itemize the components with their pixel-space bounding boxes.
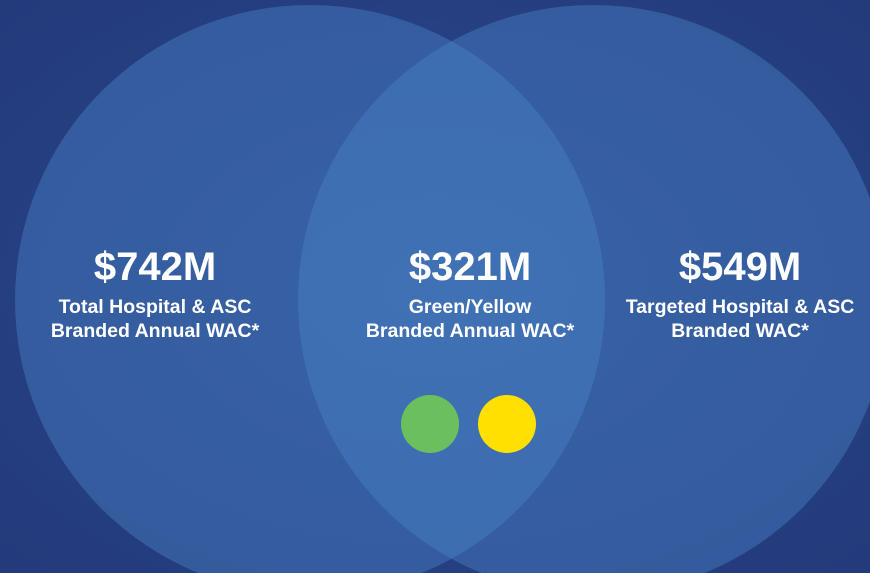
yellow-dot [478, 395, 536, 453]
center-label: Branded Annual WAC* [366, 320, 575, 342]
right-label: Branded WAC* [671, 320, 809, 342]
center-value: $321M [409, 245, 531, 289]
green-dot [401, 395, 459, 453]
left-label: Branded Annual WAC* [51, 320, 260, 342]
left-value: $742M [94, 245, 216, 289]
left-label: Total Hospital & ASC [59, 296, 252, 318]
right-label: Targeted Hospital & ASC [626, 296, 855, 318]
right-value: $549M [679, 245, 801, 289]
center-label: Green/Yellow [409, 296, 532, 318]
